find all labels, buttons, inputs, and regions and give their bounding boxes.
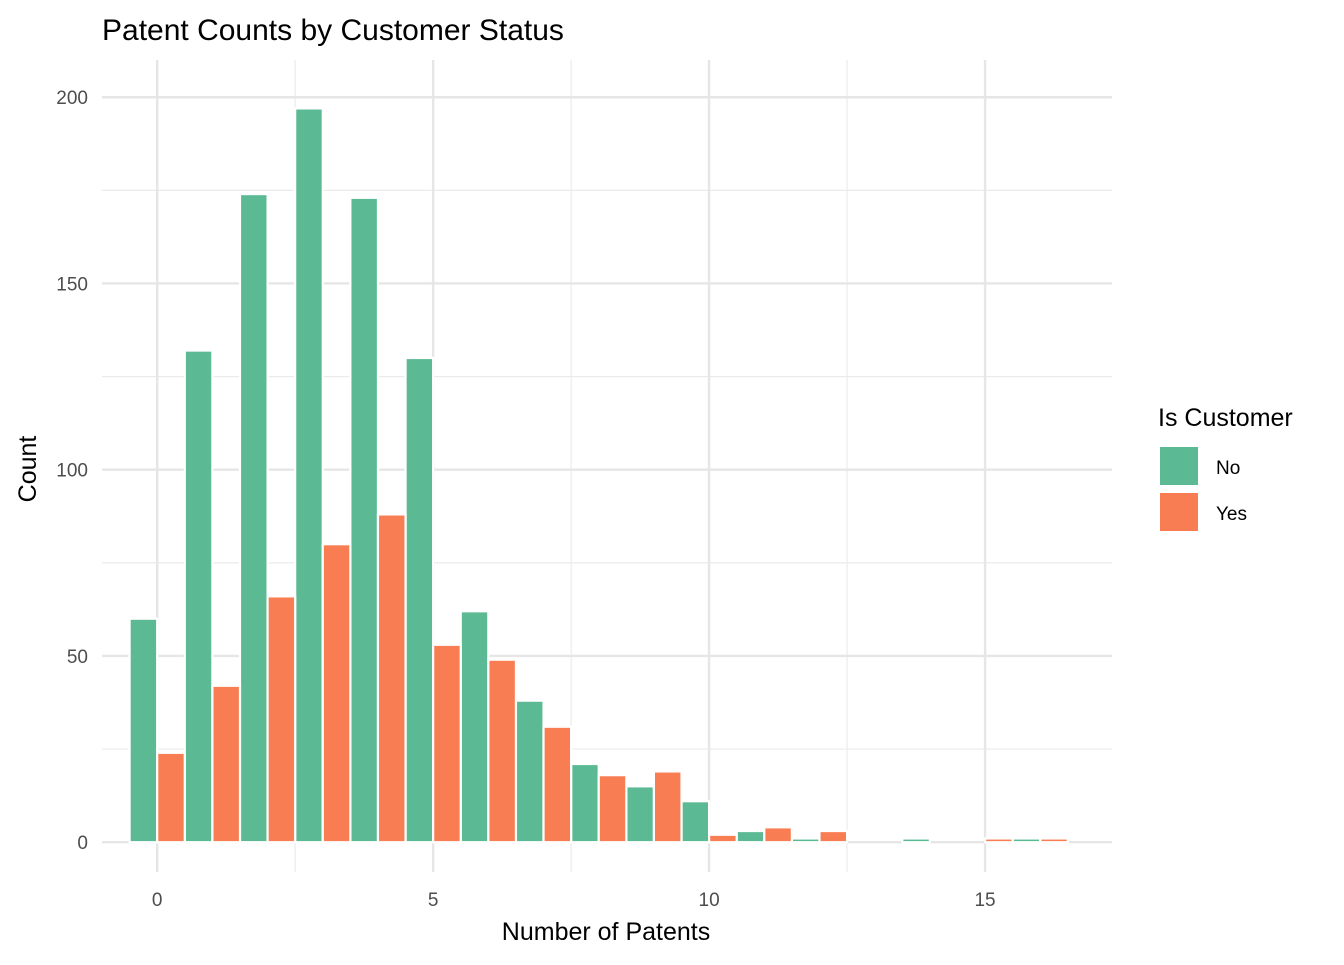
bar-yes (983, 837, 1014, 844)
legend-swatch-no (1158, 445, 1200, 487)
y-tick-label: 200 (56, 88, 88, 109)
legend-swatch-yes (1158, 491, 1200, 533)
bar-yes (211, 684, 242, 844)
x-tick-label: 5 (428, 890, 439, 911)
bar-yes (321, 543, 352, 844)
bar-no (514, 699, 545, 844)
bar-yes (542, 725, 573, 844)
bar-yes (376, 513, 407, 844)
x-tick-label: 0 (152, 890, 163, 911)
bar-yes (818, 829, 849, 844)
bar-no (349, 196, 380, 844)
bar-no (459, 610, 490, 844)
legend-label-no: No (1216, 458, 1240, 479)
bar-yes (652, 770, 683, 844)
y-tick-label: 0 (77, 833, 88, 854)
bar-yes (432, 643, 462, 844)
bar-no (1011, 837, 1042, 844)
bar-no (735, 829, 766, 844)
bar-no (790, 837, 821, 844)
bar-yes (763, 826, 793, 844)
bar-yes (1039, 837, 1069, 844)
bar-yes (487, 658, 518, 844)
x-tick-label: 10 (699, 890, 720, 911)
legend: Is Customer No Yes (1158, 404, 1293, 533)
bar-yes (156, 751, 186, 844)
legend-items: No Yes (1158, 445, 1247, 533)
bar-no (625, 785, 656, 844)
bar-yes (266, 595, 297, 844)
bar-yes (597, 774, 628, 844)
y-tick-label: 50 (67, 647, 88, 668)
chart-title: Patent Counts by Customer Status (102, 14, 564, 47)
bar-no (570, 762, 600, 844)
legend-title: Is Customer (1158, 404, 1293, 432)
bar-no (901, 837, 931, 844)
bar-no (238, 192, 269, 844)
bar-no (128, 617, 159, 844)
y-axis-title: Count (14, 436, 42, 503)
bar-no (404, 356, 435, 844)
y-tick-label: 100 (56, 461, 88, 482)
bar-no (183, 349, 214, 844)
bar-no (680, 800, 711, 844)
bar-yes (708, 833, 738, 844)
x-axis-title: Number of Patents (502, 918, 710, 946)
y-tick-label: 150 (56, 274, 88, 295)
x-tick-label: 15 (974, 890, 995, 911)
legend-label-yes: Yes (1216, 504, 1247, 525)
bar-layer (128, 107, 1069, 844)
bar-no (294, 107, 324, 844)
